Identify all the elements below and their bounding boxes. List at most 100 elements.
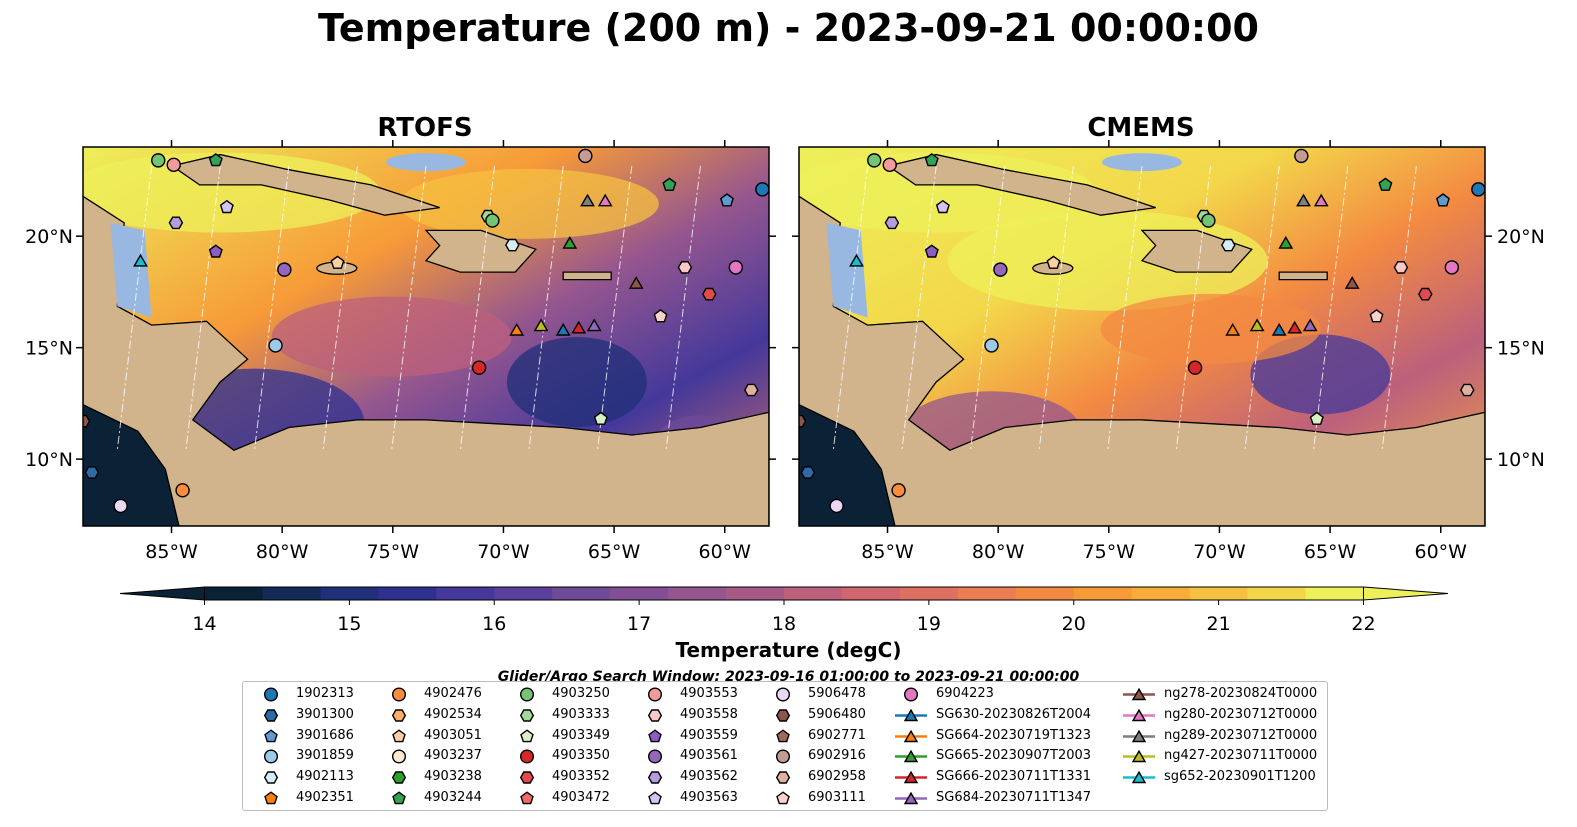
- legend-label: 4903559: [680, 727, 738, 743]
- legend-symbol: [263, 771, 279, 784]
- obs-marker-4903244: [662, 177, 677, 191]
- obs-marker-4903352: [701, 287, 717, 301]
- obs-marker-SG665-20230907T2003: [1278, 235, 1294, 249]
- obs-marker-ng289-20230712T0000: [1296, 193, 1311, 207]
- obs-marker-6904223: [728, 260, 744, 275]
- legend-symbol: [903, 708, 919, 721]
- colorbar-tick-label: 18: [772, 613, 796, 635]
- obs-marker-6902916: [578, 148, 593, 164]
- legend-marker: [647, 687, 663, 702]
- legend: 1902313 3901300 3901686 3901859 4902113 49023…: [242, 681, 1328, 811]
- legend-label: 5906478: [808, 686, 866, 701]
- legend-marker: [775, 709, 791, 722]
- legend-label: 6903111: [808, 790, 866, 805]
- legend-symbol: [775, 709, 791, 722]
- lon-tick-label: 80°W: [256, 541, 309, 563]
- legend-symbol: [520, 791, 534, 805]
- obs-marker-4903563: [219, 199, 234, 214]
- obs-marker-sg652-20230901T1200: [133, 253, 148, 267]
- legend-label: 4903558: [680, 706, 738, 722]
- obs-marker-SG665-20230907T2003: [562, 235, 578, 249]
- legend-symbol: [520, 728, 534, 742]
- legend-label: 3901300: [296, 706, 354, 722]
- obs-marker-4903244: [1378, 177, 1393, 191]
- map-frame: [798, 146, 1486, 527]
- legend-symbol: [648, 728, 662, 742]
- legend-marker: [519, 749, 535, 764]
- legend-marker: [391, 771, 407, 784]
- legend-symbol: [1131, 750, 1147, 763]
- obs-marker-3901686: [1435, 193, 1450, 207]
- legend-label: 6902958: [808, 769, 866, 785]
- lat-tick-label: 10°N: [1497, 449, 1545, 471]
- legend-marker: [520, 728, 534, 742]
- obs-marker-4903244: [924, 153, 939, 167]
- legend-label: SG684-20230711T1347: [936, 790, 1092, 805]
- obs-marker-4902113: [1220, 238, 1236, 252]
- legend-marker: [895, 770, 927, 784]
- lon-tick-label: 60°W: [699, 541, 752, 563]
- obs-marker-4903051: [330, 255, 345, 269]
- legend-label: 4902534: [424, 706, 482, 722]
- colorbar-tick-label: 16: [482, 613, 506, 635]
- legend-label: ng427-20230711T0000: [1164, 748, 1318, 764]
- obs-marker-4903558: [1393, 261, 1409, 274]
- legend-symbol: [264, 791, 278, 805]
- panel-title-rtofs: RTOFS: [377, 113, 473, 143]
- legend-label: 4903563: [680, 790, 738, 805]
- lon-tick-label: 85°W: [145, 541, 198, 563]
- legend-label: 6902916: [808, 748, 866, 764]
- legend-marker: [392, 728, 406, 742]
- lon-tick-label: 80°W: [972, 541, 1025, 563]
- legend-symbol: [903, 791, 919, 805]
- obs-marker-4903349: [1309, 411, 1324, 425]
- obs-marker-4903350: [471, 360, 487, 375]
- obs-marker-1902313: [755, 182, 769, 197]
- legend-symbol: [1131, 687, 1147, 701]
- colorbar-tick-label: 22: [1351, 613, 1375, 635]
- legend-marker: [903, 687, 919, 702]
- legend-symbol: [263, 709, 279, 722]
- legend-marker: [647, 771, 663, 784]
- legend-marker: [263, 709, 279, 722]
- legend-label: 4903333: [552, 706, 610, 722]
- obs-marker-6902958: [743, 383, 759, 397]
- obs-marker-ng427-20230711T0000: [1249, 318, 1265, 332]
- obs-marker-SG630-20230826T2004: [555, 322, 571, 336]
- legend-symbol: [519, 687, 535, 702]
- legend-label: 4903352: [552, 769, 610, 785]
- obs-marker-SG666-20230711T1331: [571, 320, 587, 334]
- legend-label: SG666-20230711T1331: [936, 769, 1092, 785]
- legend-marker: [1123, 770, 1155, 784]
- obs-marker-ng280-20230712T0000: [597, 193, 613, 207]
- legend-marker: [648, 791, 662, 805]
- obs-marker-SG664-20230719T1323: [509, 322, 525, 336]
- legend-symbol: [264, 728, 278, 742]
- obs-marker-SG684-20230711T1347: [1302, 318, 1318, 332]
- legend-symbol: [903, 770, 919, 784]
- obs-marker-4903559: [208, 244, 223, 258]
- obs-marker-6904223: [1444, 260, 1460, 275]
- legend-label: 4903553: [680, 686, 738, 701]
- legend-symbol: [1131, 770, 1147, 784]
- legend-symbol: [775, 687, 791, 702]
- legend-marker: [1123, 708, 1155, 721]
- obs-marker-4903352: [1417, 287, 1433, 301]
- colorbar-tick-label: 15: [337, 613, 361, 635]
- obs-marker-SG666-20230711T1331: [1287, 320, 1303, 334]
- legend-label: 5906480: [808, 706, 866, 722]
- legend-symbol: [391, 771, 407, 784]
- legend-symbol: [263, 687, 279, 702]
- obs-marker-6902958: [1459, 383, 1475, 397]
- legend-symbol: [391, 749, 407, 764]
- legend-marker: [1123, 750, 1155, 763]
- legend-symbol: [392, 728, 406, 742]
- legend-marker: [519, 709, 535, 722]
- lon-tick-label: 75°W: [367, 541, 420, 563]
- legend-symbol: [391, 687, 407, 702]
- legend-marker: [264, 791, 278, 805]
- obs-marker-6902916: [1294, 148, 1309, 164]
- obs-marker-sg652-20230901T1200: [849, 253, 864, 267]
- legend-symbol: [647, 771, 663, 784]
- colorbar-tick-label: 21: [1207, 613, 1231, 635]
